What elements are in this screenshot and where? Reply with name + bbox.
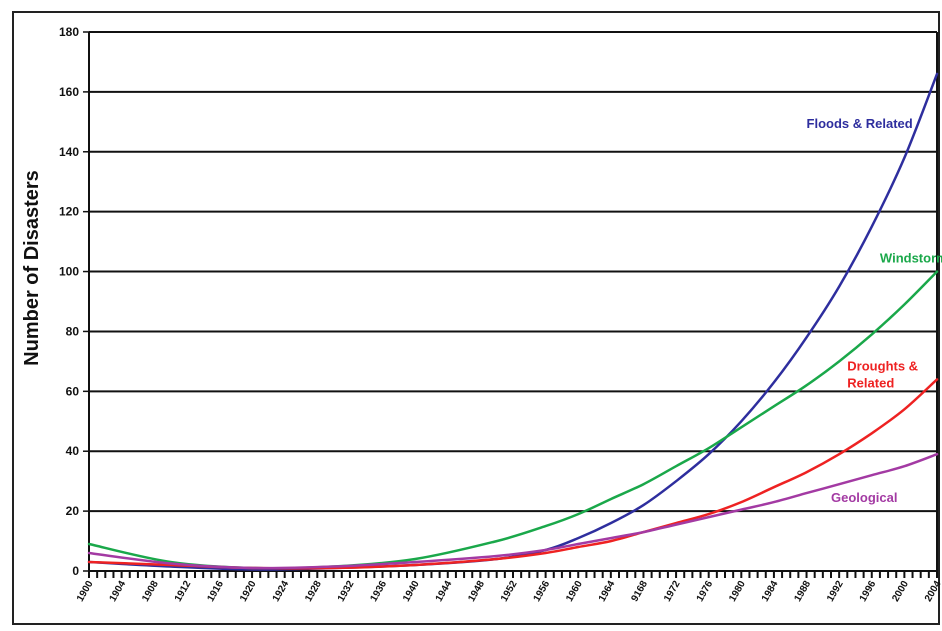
series-label-line: Droughts & <box>847 358 918 373</box>
grid-lines <box>89 31 937 513</box>
y-tick-label: 40 <box>66 444 80 458</box>
y-tick-labels: 0 20 40 60 80 100 120 140 160 180 <box>59 25 79 578</box>
series-lines <box>87 72 939 571</box>
y-axis-label: Number of Disasters <box>21 170 43 366</box>
series-label-line: Related <box>847 375 894 390</box>
y-tick-label: 120 <box>59 205 79 219</box>
y-tick-label: 80 <box>66 324 80 338</box>
series-label: Floods & Related <box>807 116 913 131</box>
series-line-geological <box>87 452 939 570</box>
y-tick-label: 20 <box>66 504 80 518</box>
axes <box>83 31 938 578</box>
y-tick-label: 160 <box>59 85 79 99</box>
series-label-line: Floods & Related <box>807 116 913 131</box>
y-tick-label: 60 <box>66 384 80 398</box>
chart-frame <box>12 11 940 625</box>
series-label-line: Windstorm <box>880 251 942 266</box>
series-label: Droughts & Related <box>847 358 918 390</box>
series-labels: Floods & Related Windstorm Droughts & Relat… <box>807 116 942 505</box>
series-label-line: Geological <box>831 490 897 505</box>
y-tick-label: 0 <box>72 564 79 578</box>
y-tick-label: 100 <box>59 265 79 279</box>
series-label: Windstorm <box>880 251 942 266</box>
y-tick-label: 180 <box>59 25 79 39</box>
y-tick-label: 140 <box>59 145 79 159</box>
series-label: Geological <box>831 490 897 505</box>
